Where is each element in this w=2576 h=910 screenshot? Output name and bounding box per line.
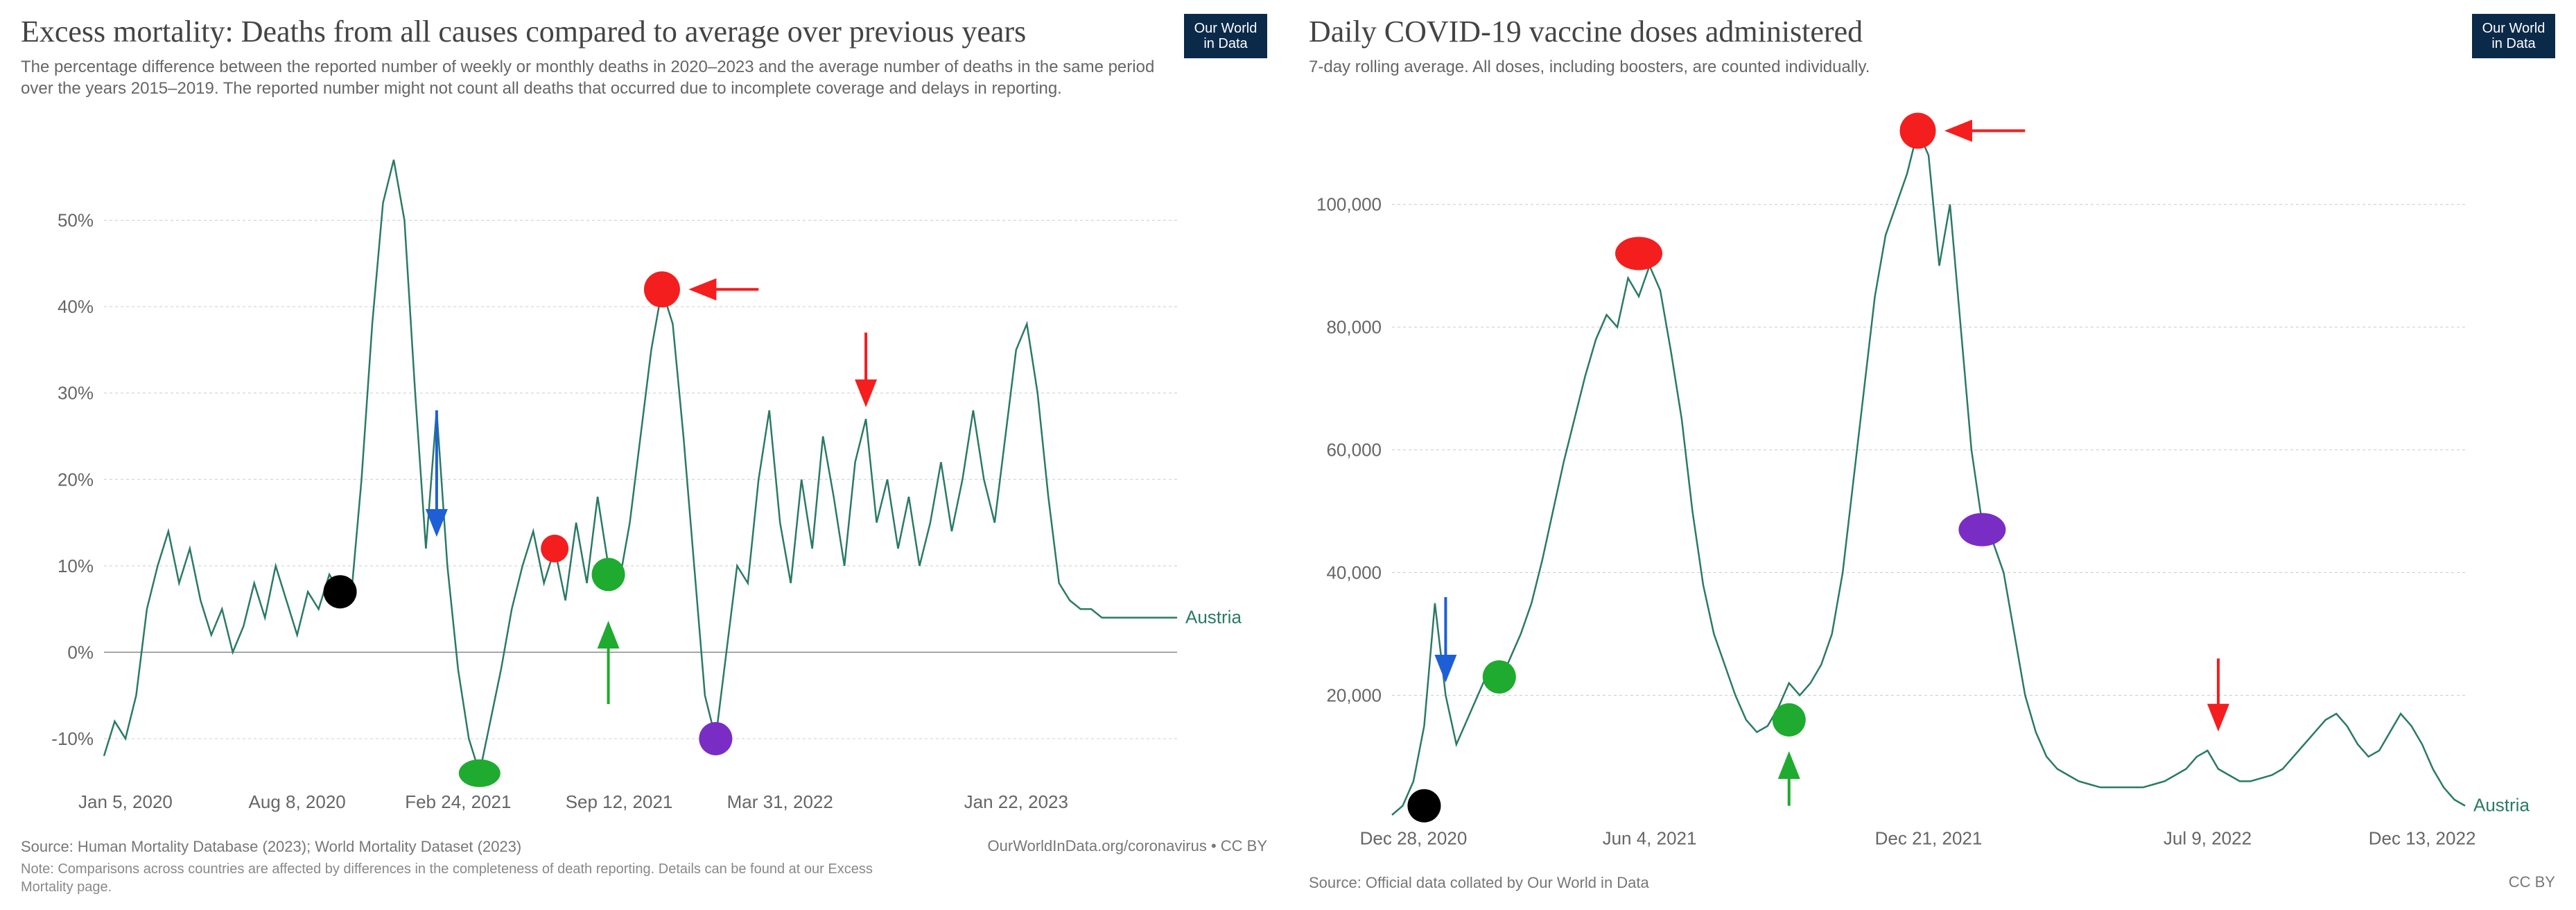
svg-text:Dec 28, 2020: Dec 28, 2020 xyxy=(1360,827,1468,848)
right-source-text: Source: Official data collated by Our Wo… xyxy=(1309,873,1649,893)
svg-text:30%: 30% xyxy=(58,383,94,404)
right-footer: Source: Official data collated by Our Wo… xyxy=(1309,873,2555,896)
right-footer-left: Source: Official data collated by Our Wo… xyxy=(1309,873,1649,896)
svg-text:40,000: 40,000 xyxy=(1326,563,1382,583)
svg-text:Aug 8, 2020: Aug 8, 2020 xyxy=(249,791,346,812)
svg-text:40%: 40% xyxy=(58,296,94,317)
svg-text:Dec 13, 2022: Dec 13, 2022 xyxy=(2369,827,2476,848)
right-chart-svg: 20,000 40,000 60,000 80,000 100,000 Dec 28, 2… xyxy=(1309,98,2555,859)
left-attribution: OurWorldInData.org/coronavirus • CC BY xyxy=(988,837,1267,896)
svg-text:0%: 0% xyxy=(67,642,94,663)
svg-text:80,000: 80,000 xyxy=(1326,317,1382,338)
svg-text:20,000: 20,000 xyxy=(1326,685,1382,705)
left-header: Excess mortality: Deaths from all causes… xyxy=(21,14,1267,99)
svg-text:Austria: Austria xyxy=(2473,795,2530,816)
owid-logo-left: Our World in Data xyxy=(1184,14,1267,58)
svg-text:Dec 21, 2021: Dec 21, 2021 xyxy=(1875,827,1983,848)
svg-text:Jul 9, 2022: Jul 9, 2022 xyxy=(2164,827,2252,848)
left-chart-title: Excess mortality: Deaths from all causes… xyxy=(21,14,1170,51)
left-source-text: Source: Human Mortality Database (2023);… xyxy=(21,837,894,857)
owid-logo-right: Our World in Data xyxy=(2472,14,2555,58)
svg-text:Jun 4, 2021: Jun 4, 2021 xyxy=(1603,827,1697,848)
right-panel: Daily COVID-19 vaccine doses administere… xyxy=(1288,0,2576,910)
left-panel: Excess mortality: Deaths from all causes… xyxy=(0,0,1288,910)
svg-text:Jan 5, 2020: Jan 5, 2020 xyxy=(78,791,173,812)
right-attribution: CC BY xyxy=(2509,873,2555,896)
svg-text:Sep 12, 2021: Sep 12, 2021 xyxy=(566,791,673,812)
left-note-text: Note: Comparisons across countries are a… xyxy=(21,860,894,896)
right-title-block: Daily COVID-19 vaccine doses administere… xyxy=(1309,14,2472,78)
svg-text:Jan 22, 2023: Jan 22, 2023 xyxy=(964,791,1068,812)
svg-text:20%: 20% xyxy=(58,469,94,490)
right-chart-title: Daily COVID-19 vaccine doses administere… xyxy=(1309,14,2458,51)
left-chart-area: -10% 0% 10% 20% 30% 40% 50% Jan 5, 2020 Aug 8, 2… xyxy=(21,120,1267,823)
right-chart-subtitle: 7-day rolling average. All doses, includ… xyxy=(1309,56,2458,78)
left-footer: Source: Human Mortality Database (2023);… xyxy=(21,837,1267,896)
svg-text:-10%: -10% xyxy=(51,728,94,749)
svg-text:Mar 31, 2022: Mar 31, 2022 xyxy=(727,791,833,812)
left-chart-svg: -10% 0% 10% 20% 30% 40% 50% Jan 5, 2020 Aug 8, 2… xyxy=(21,120,1267,823)
svg-text:10%: 10% xyxy=(58,556,94,576)
right-chart-area: 20,000 40,000 60,000 80,000 100,000 Dec 28, 2… xyxy=(1309,98,2555,859)
right-header: Daily COVID-19 vaccine doses administere… xyxy=(1309,14,2555,78)
left-chart-subtitle: The percentage difference between the re… xyxy=(21,56,1170,99)
svg-text:100,000: 100,000 xyxy=(1316,194,1382,215)
svg-text:Feb 24, 2021: Feb 24, 2021 xyxy=(405,791,511,812)
svg-text:Austria: Austria xyxy=(1185,607,1242,628)
left-footer-left: Source: Human Mortality Database (2023);… xyxy=(21,837,894,896)
left-title-block: Excess mortality: Deaths from all causes… xyxy=(21,14,1184,99)
svg-text:60,000: 60,000 xyxy=(1326,440,1382,461)
svg-text:50%: 50% xyxy=(58,210,94,231)
